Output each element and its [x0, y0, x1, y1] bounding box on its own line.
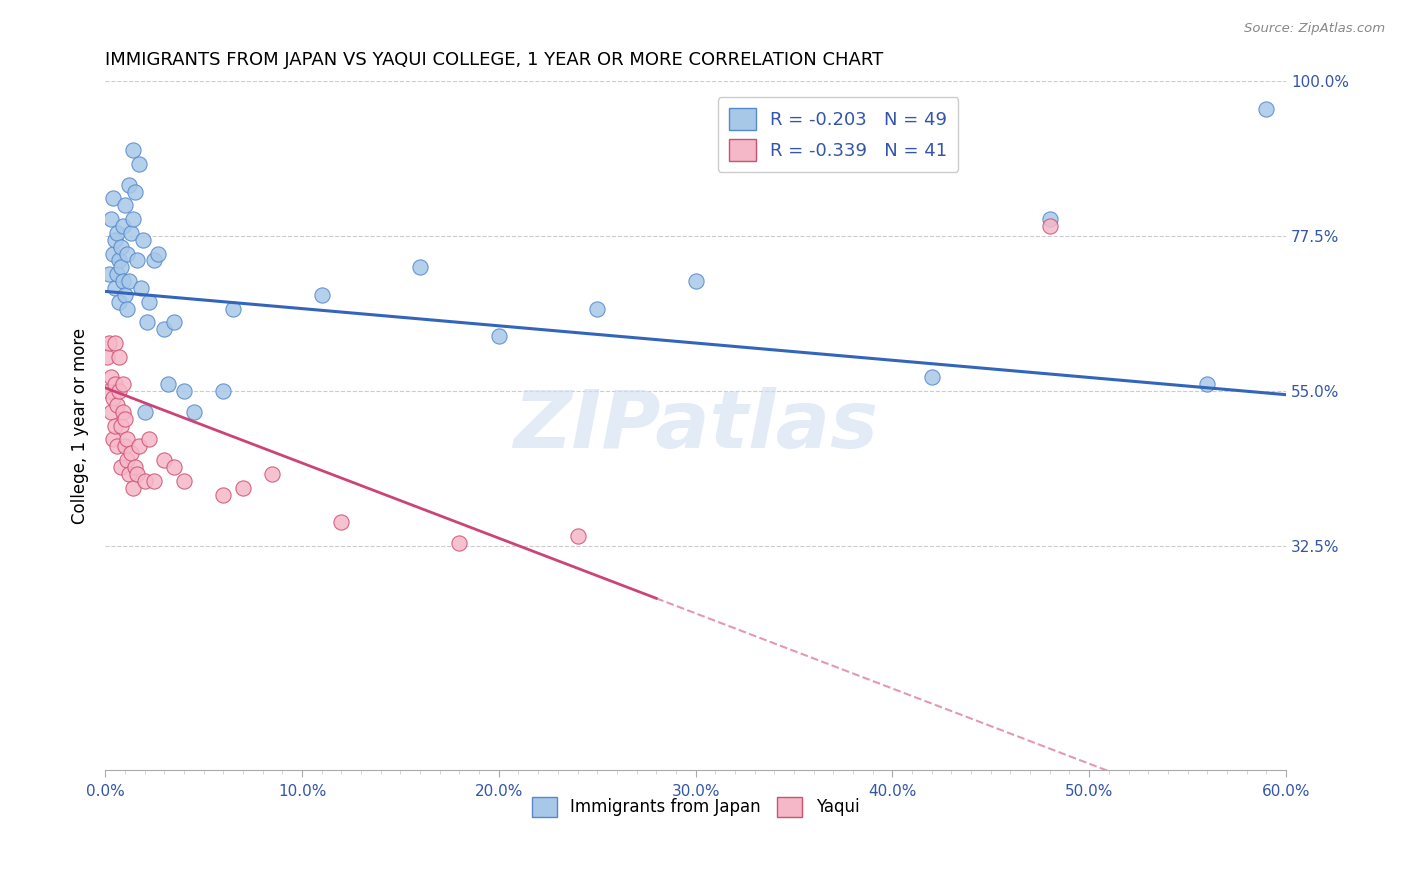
- Point: [121, 143, 143, 157]
- Point: [128, 157, 150, 171]
- Text: IMMIGRANTS FROM JAPAN VS YAQUI COLLEGE, 1 YEAR OR MORE CORRELATION CHART: IMMIGRANTS FROM JAPAN VS YAQUI COLLEGE, …: [105, 51, 883, 69]
- Point: [105, 398, 128, 412]
- Point: [98, 267, 121, 281]
- Point: [143, 253, 166, 268]
- Point: [105, 267, 128, 281]
- Point: [115, 301, 138, 316]
- Point: [124, 185, 146, 199]
- Point: [121, 212, 143, 227]
- Point: [173, 384, 195, 399]
- Point: [163, 460, 186, 475]
- Text: ZIPatlas: ZIPatlas: [513, 386, 879, 465]
- Point: [134, 405, 156, 419]
- Point: [586, 301, 609, 316]
- Point: [110, 460, 132, 475]
- Text: Source: ZipAtlas.com: Source: ZipAtlas.com: [1244, 22, 1385, 36]
- Point: [108, 350, 131, 364]
- Point: [163, 315, 186, 329]
- Point: [98, 384, 121, 399]
- Point: [157, 377, 180, 392]
- Y-axis label: College, 1 year or more: College, 1 year or more: [72, 327, 89, 524]
- Point: [125, 467, 148, 481]
- Point: [120, 226, 142, 240]
- Point: [173, 474, 195, 488]
- Point: [114, 439, 136, 453]
- Point: [98, 336, 121, 351]
- Point: [143, 474, 166, 488]
- Point: [131, 233, 153, 247]
- Point: [409, 260, 432, 275]
- Point: [685, 274, 707, 288]
- Point: [101, 391, 124, 405]
- Point: [124, 460, 146, 475]
- Point: [212, 487, 235, 501]
- Point: [1256, 102, 1278, 116]
- Point: [110, 418, 132, 433]
- Point: [449, 535, 471, 549]
- Point: [262, 467, 284, 481]
- Point: [96, 350, 118, 364]
- Point: [212, 384, 235, 399]
- Point: [121, 481, 143, 495]
- Point: [129, 281, 152, 295]
- Point: [134, 474, 156, 488]
- Point: [100, 370, 122, 384]
- Point: [108, 253, 131, 268]
- Point: [111, 377, 134, 392]
- Point: [100, 212, 122, 227]
- Point: [125, 253, 148, 268]
- Point: [148, 246, 170, 260]
- Point: [114, 198, 136, 212]
- Point: [110, 260, 132, 275]
- Point: [101, 246, 124, 260]
- Point: [153, 453, 176, 467]
- Point: [100, 405, 122, 419]
- Point: [118, 178, 141, 192]
- Point: [311, 288, 333, 302]
- Point: [183, 405, 205, 419]
- Point: [101, 191, 124, 205]
- Point: [115, 433, 138, 447]
- Point: [118, 467, 141, 481]
- Point: [118, 274, 141, 288]
- Point: [567, 529, 589, 543]
- Point: [104, 336, 127, 351]
- Point: [921, 370, 943, 384]
- Point: [108, 294, 131, 309]
- Point: [115, 453, 138, 467]
- Point: [138, 294, 160, 309]
- Point: [330, 515, 353, 529]
- Point: [104, 418, 127, 433]
- Point: [104, 377, 127, 392]
- Point: [111, 405, 134, 419]
- Point: [1039, 212, 1062, 227]
- Point: [114, 411, 136, 425]
- Point: [105, 439, 128, 453]
- Point: [110, 239, 132, 253]
- Point: [115, 246, 138, 260]
- Point: [111, 219, 134, 233]
- Legend: Immigrants from Japan, Yaqui: Immigrants from Japan, Yaqui: [524, 790, 866, 823]
- Point: [104, 281, 127, 295]
- Point: [135, 315, 157, 329]
- Point: [222, 301, 245, 316]
- Point: [153, 322, 176, 336]
- Point: [111, 274, 134, 288]
- Point: [138, 433, 160, 447]
- Point: [1039, 219, 1062, 233]
- Point: [114, 288, 136, 302]
- Point: [105, 226, 128, 240]
- Point: [120, 446, 142, 460]
- Point: [104, 233, 127, 247]
- Point: [128, 439, 150, 453]
- Point: [108, 384, 131, 399]
- Point: [1197, 377, 1219, 392]
- Point: [101, 433, 124, 447]
- Point: [488, 329, 510, 343]
- Point: [232, 481, 254, 495]
